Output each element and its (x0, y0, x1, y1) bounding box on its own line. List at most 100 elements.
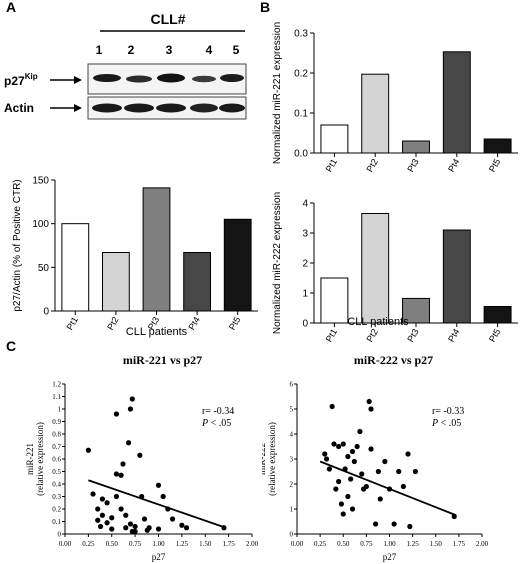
y-tick-label: 0 (58, 531, 62, 539)
scatter-point (366, 398, 372, 405)
x-tick-label: Pt1 (324, 157, 339, 174)
scatter-point (400, 483, 406, 490)
x-tick-label: Pt4 (446, 157, 461, 174)
p27-arrow-head (74, 76, 82, 84)
y-tick-label: 0.9 (52, 418, 61, 426)
scatter-point (160, 493, 166, 500)
scatter-point (359, 471, 365, 477)
scatter-point (412, 468, 418, 475)
y-tick-label: 3 (302, 229, 308, 240)
mir222-bar-chart: 0 1 2 3 4 Pt1 Pt2 Pt3 Pt4 Pt5 Normalized miR-222 e… (272, 192, 518, 344)
x-tick-label: Pt3 (405, 157, 420, 174)
lane-label: 3 (166, 43, 173, 57)
x-tick-label: 0.50 (106, 540, 119, 548)
y-tick-label: 0.2 (52, 506, 61, 514)
bar (483, 306, 512, 324)
y-tick-label: 150 (32, 176, 49, 187)
y-tick-label: 6 (290, 381, 294, 389)
p27-band-1 (93, 74, 121, 82)
scatter-point (329, 403, 335, 410)
scatter-point (331, 441, 337, 447)
y-axis-label-units: (relative expression) (35, 422, 45, 496)
panel-label-b: B (260, 0, 271, 15)
mir221-bar-chart: 0.0 0.1 0.2 0.3 Pt1 Pt2 Pt3 Pt4 Pt5 Normalized mi… (272, 22, 518, 174)
x-tick-label: 1.75 (453, 540, 466, 548)
x-tick-label: 0.50 (337, 540, 350, 548)
y-tick-label: 2 (290, 481, 294, 489)
scatter-point (118, 506, 124, 512)
x-tick-label: 0.25 (314, 540, 327, 548)
scatter-point (127, 521, 134, 527)
scatter-point (109, 526, 115, 532)
x-axis-label: p27 (152, 552, 166, 562)
scatter-point (120, 461, 126, 467)
scatter-title: miR-222 vs p27 (354, 353, 433, 367)
scatter-point (351, 458, 357, 465)
scatter-point (336, 478, 342, 485)
x-tick-label: Pt5 (487, 327, 502, 344)
y-tick-label: 100 (32, 219, 49, 230)
scatter-point (354, 443, 360, 450)
scatter-point (407, 523, 413, 530)
scatter-point (132, 528, 138, 535)
scatter-point (113, 411, 120, 417)
bar (402, 297, 430, 324)
x-tick-label: 1.50 (430, 540, 443, 548)
scatter-point (129, 396, 135, 402)
correlation-p: P < .05 (431, 418, 461, 429)
actin-band-5 (219, 103, 245, 113)
y-tick-label: 2 (302, 259, 308, 270)
x-tick-label: 0.00 (291, 540, 304, 548)
y-tick-label: 3 (290, 456, 294, 464)
x-tick-label: Pt2 (365, 327, 380, 344)
scatter-point (104, 520, 110, 526)
p27-band-5 (220, 74, 244, 82)
x-tick-label: Pt4 (186, 315, 201, 332)
y-tick-label: 1 (290, 506, 294, 514)
scatter-point (127, 406, 134, 412)
correlation-r: r= -0.34 (202, 406, 234, 417)
actin-band-3 (156, 103, 186, 113)
y-tick-label: 4 (290, 431, 294, 439)
scatter-point (113, 471, 120, 477)
x-tick-label: Pt5 (487, 157, 502, 174)
scatter-point (123, 525, 129, 531)
y-tick-label: 0.6 (52, 456, 61, 464)
y-tick-label: 0.4 (52, 481, 61, 489)
scatter-point (137, 452, 143, 458)
y-axis-label: Normalized miR-221 expression (272, 22, 283, 164)
bar (320, 277, 349, 324)
y-tick-label: 0 (43, 307, 49, 318)
scatter-point (179, 522, 185, 528)
x-tick-label: Pt2 (365, 157, 380, 174)
bar (402, 140, 430, 154)
x-tick-label: 0.75 (129, 540, 142, 548)
x-tick-label: 0.25 (82, 540, 95, 548)
panel-label-c: C (6, 338, 17, 354)
scatter-point (375, 468, 381, 475)
scatter-point (85, 447, 91, 453)
scatter-point (109, 515, 115, 521)
p27-band-3 (157, 73, 185, 83)
x-tick-label: Pt5 (227, 315, 242, 332)
scatter-point (357, 428, 363, 435)
x-tick-label: 2.00 (476, 540, 489, 548)
scatter-title: miR-221 vs p27 (123, 353, 202, 367)
correlation-p: P < .05 (201, 418, 231, 429)
y-tick-label: 0.8 (52, 431, 61, 439)
scatter-point (348, 476, 354, 482)
actin-arrow-head (74, 104, 82, 112)
scatter-point (104, 500, 110, 506)
scatter-point (368, 406, 374, 412)
x-tick-label: 1.00 (152, 540, 165, 548)
scatter-point (368, 446, 374, 452)
y-axis-label: p27/Actin (% of Positive CTR) (12, 179, 23, 311)
scatter-point (377, 496, 383, 502)
scatter-point (146, 525, 152, 531)
scatter-point (155, 526, 162, 532)
scatter-point (221, 525, 227, 531)
lane-label: 1 (96, 43, 103, 57)
blot-title: CLL# (151, 11, 186, 27)
mir221-scatter-plot: miR-221 vs p27 0 0.1 0.2 0.3 0.4 0.5 0.6 0.7 0.8 0… (25, 353, 259, 562)
